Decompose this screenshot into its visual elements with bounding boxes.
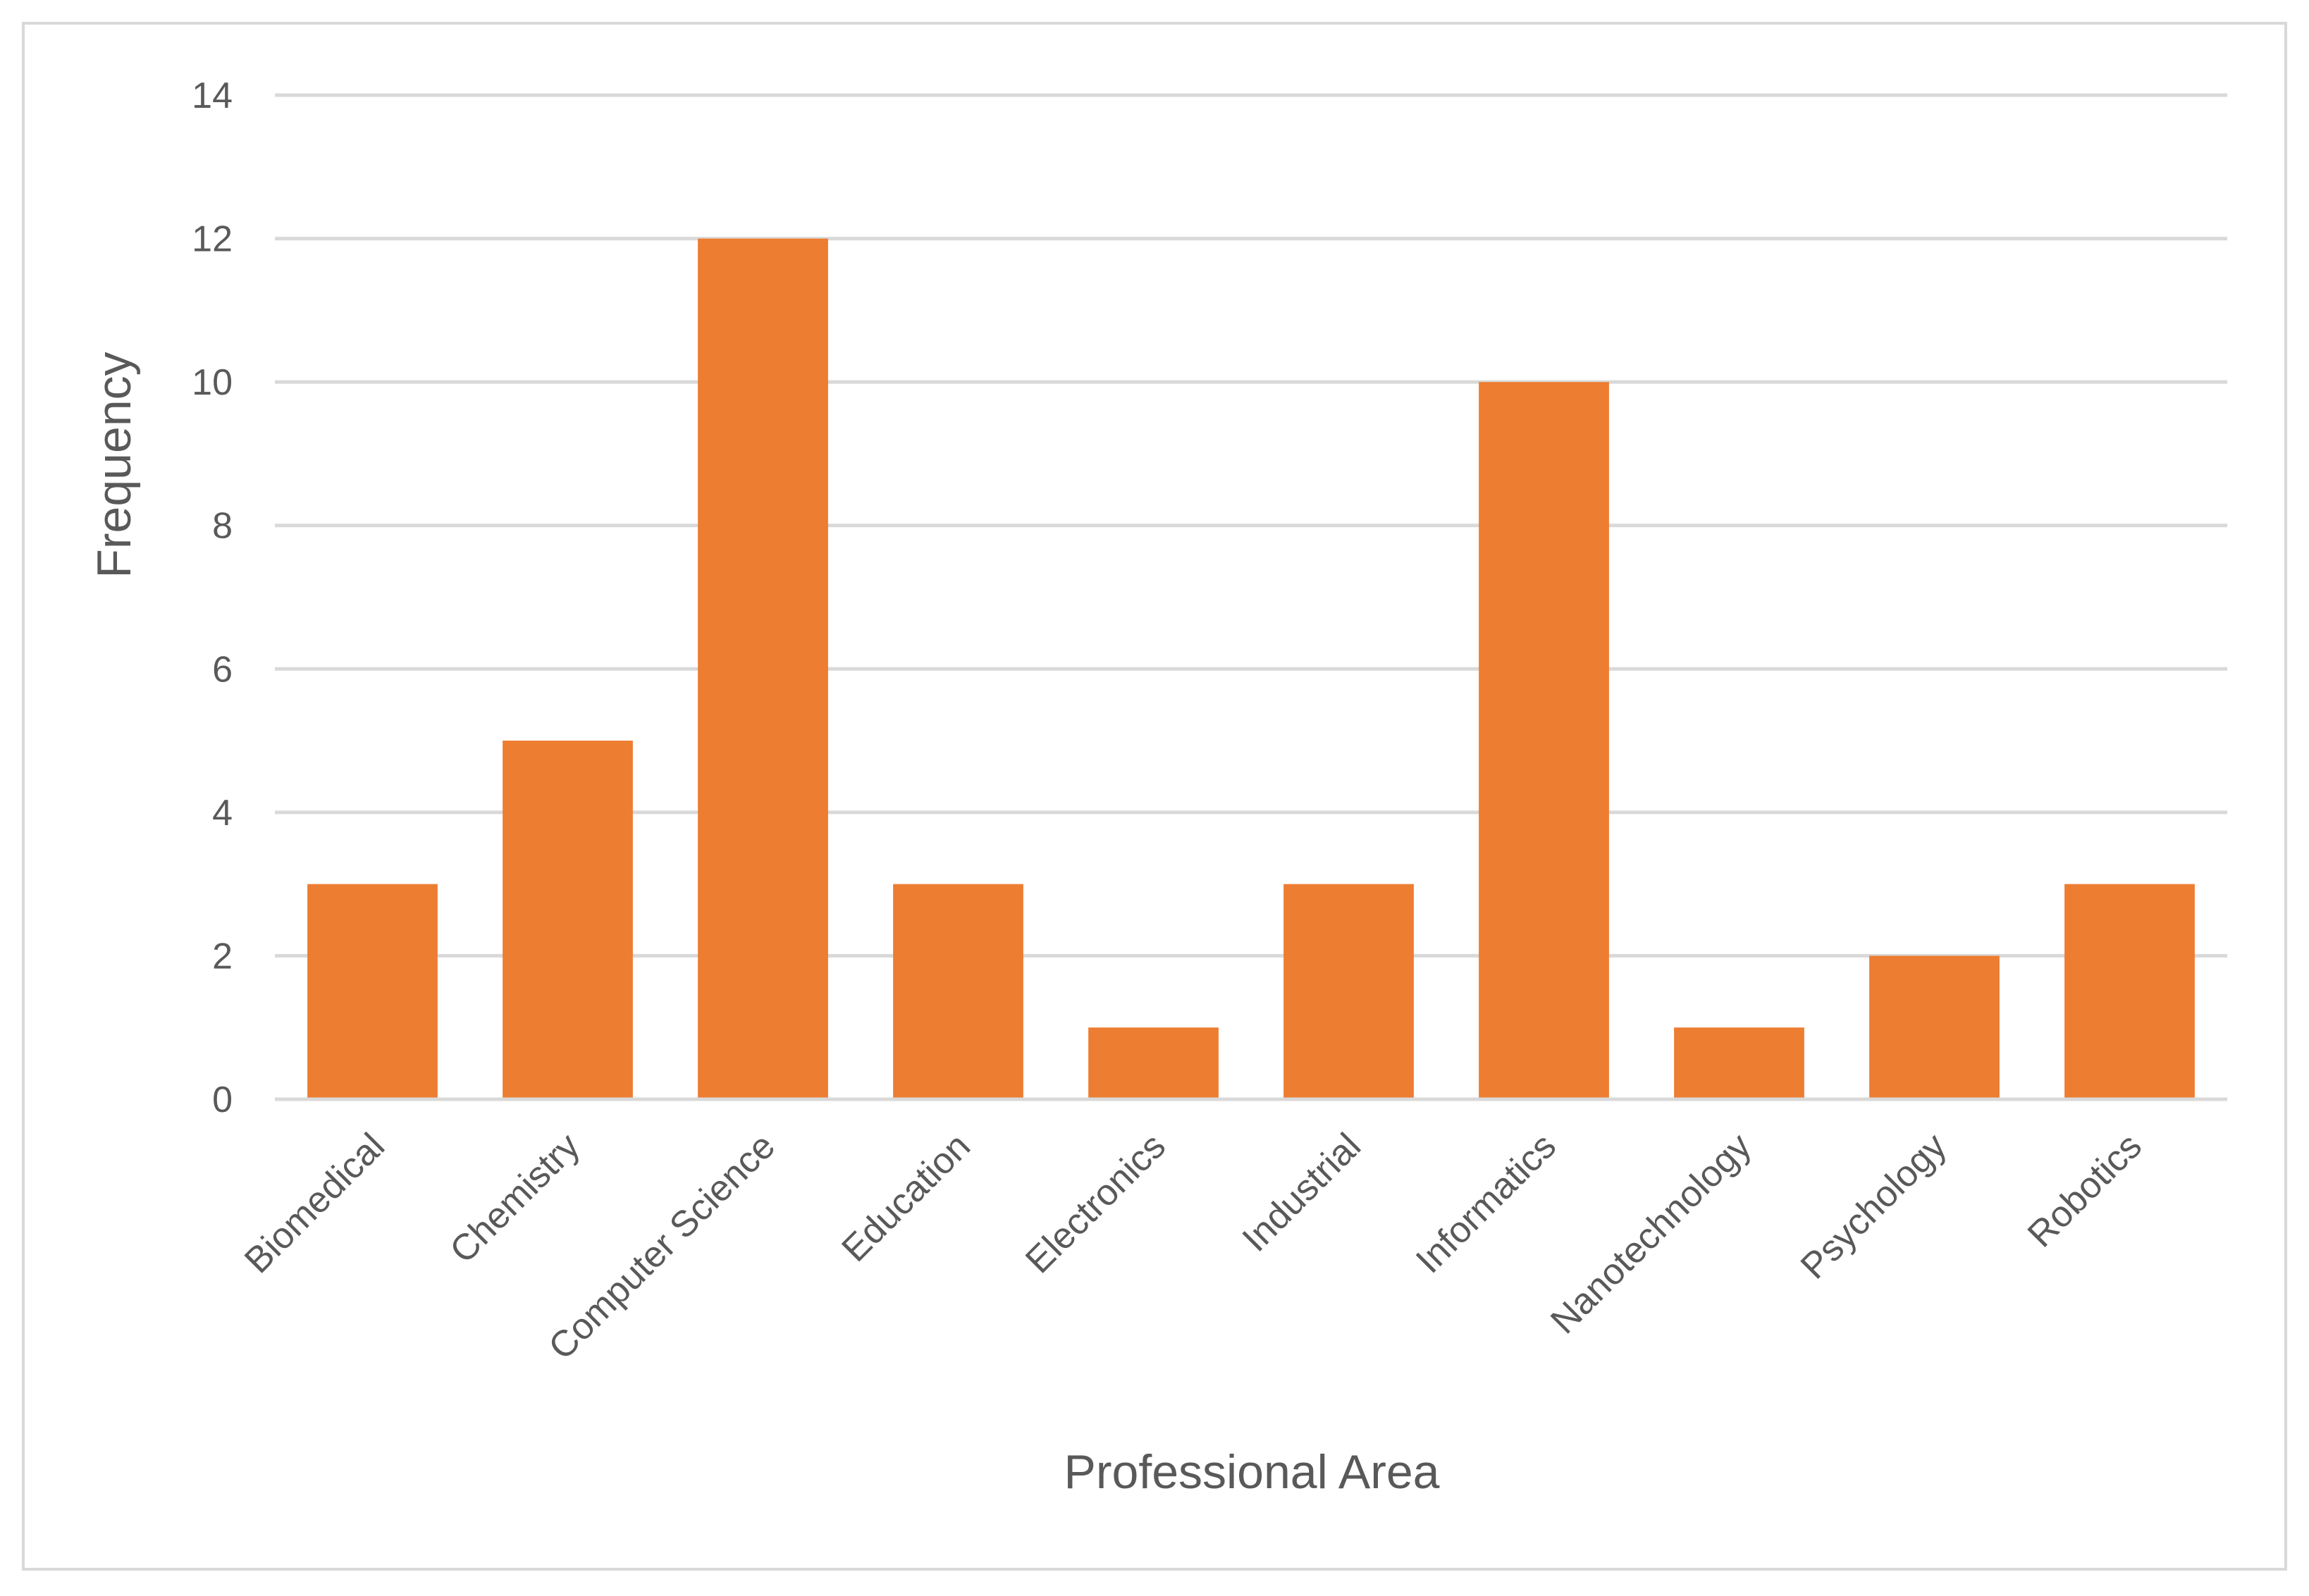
y-tick-label: 4 [212, 793, 233, 834]
y-tick-label: 6 [212, 649, 233, 690]
y-tick-label: 12 [192, 219, 233, 260]
y-tick-label: 10 [192, 362, 233, 403]
chart-border [22, 22, 2287, 1571]
y-tick-label: 8 [212, 506, 233, 547]
bar-biomedical [307, 884, 438, 1099]
bar-electronics [1088, 1027, 1219, 1099]
y-tick-label: 0 [212, 1080, 233, 1120]
bar-computer-science [698, 238, 828, 1100]
y-axis-title: Frequency [87, 352, 141, 578]
bar-robotics [2064, 884, 2195, 1099]
bar-chemistry [503, 741, 633, 1099]
bar-nanotechnology [1674, 1027, 1804, 1099]
bar-industrial [1283, 884, 1414, 1099]
bar-education [893, 884, 1023, 1099]
y-tick-label: 14 [192, 75, 233, 116]
bars [307, 238, 2195, 1100]
y-tick-label: 2 [212, 936, 233, 977]
x-axis-title: Professional Area [1064, 1445, 1440, 1499]
y-axis-tick-labels: 0 2 4 6 8 10 12 14 [192, 75, 233, 1120]
bar-psychology [1869, 955, 2000, 1099]
bar-informatics [1479, 382, 1609, 1099]
